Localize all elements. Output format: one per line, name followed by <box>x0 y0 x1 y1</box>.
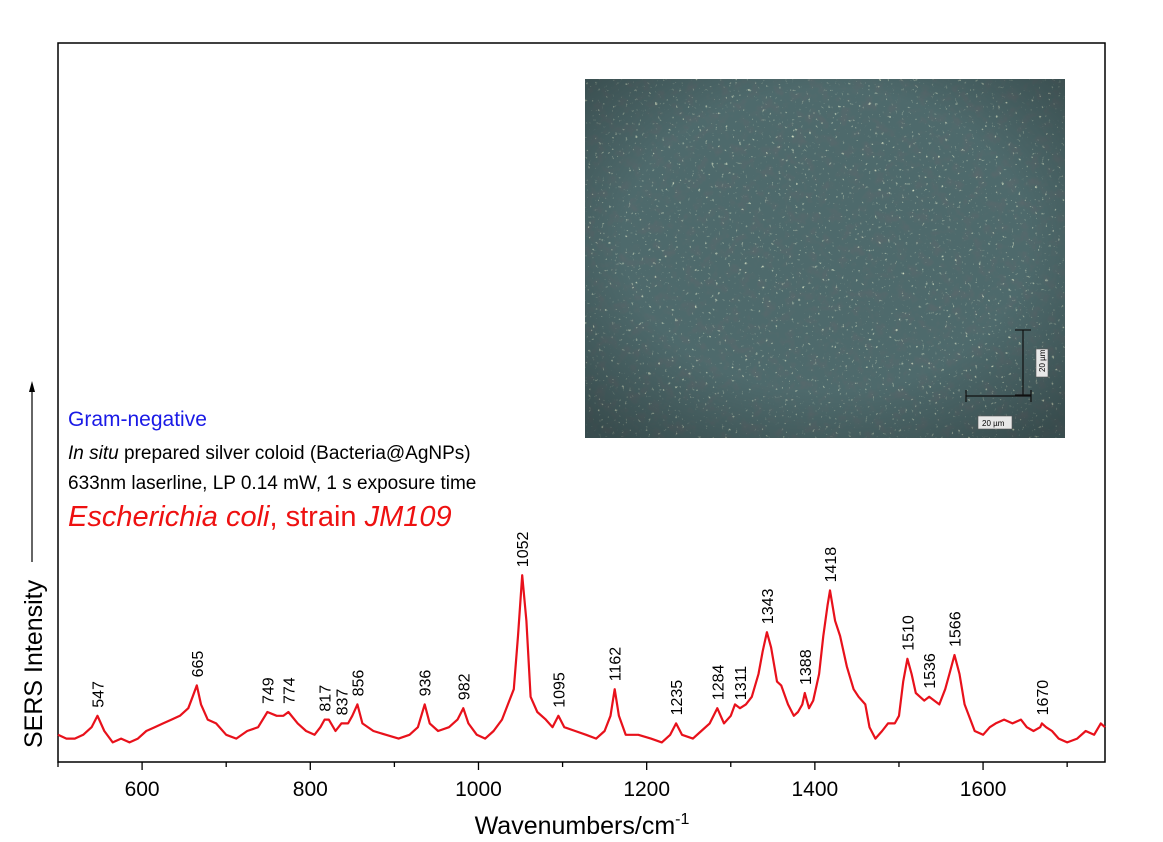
peak-label-1388: 1388 <box>798 649 815 685</box>
peak-label-1510: 1510 <box>900 615 917 651</box>
in-situ-italic: In situ <box>68 443 119 464</box>
peak-label-982: 982 <box>456 673 473 700</box>
peak-label-1311: 1311 <box>733 666 750 701</box>
peak-label-1162: 1162 <box>608 647 625 682</box>
scale-bar-horizontal: 20 µm <box>965 390 1032 430</box>
peak-label-547: 547 <box>91 681 108 708</box>
sample-preparation-text: In situ prepared silver coloid (Bacteria… <box>68 443 471 465</box>
x-tick-label: 1400 <box>792 778 839 801</box>
x-axis-title: Wavenumbers/cm-1 <box>475 811 690 840</box>
scale-label-vertical: 20 µm <box>1038 349 1047 372</box>
plot-frame <box>57 42 1106 763</box>
peak-label-749: 749 <box>260 677 277 704</box>
peak-label-817: 817 <box>318 685 335 712</box>
peak-label-665: 665 <box>190 651 207 678</box>
preparation-description: prepared silver coloid (Bacteria@AgNPs) <box>118 443 471 464</box>
peak-label-1566: 1566 <box>948 611 965 647</box>
peak-label-1670: 1670 <box>1035 680 1052 716</box>
peak-label-1418: 1418 <box>823 547 840 583</box>
x-tick-label: 1000 <box>455 778 502 801</box>
gram-type-label: Gram-negative <box>68 408 207 431</box>
x-tick-label: 600 <box>125 778 160 801</box>
x-tick-label: 800 <box>293 778 328 801</box>
peak-label-774: 774 <box>281 677 298 704</box>
microscope-inset-image: 20 µm 20 µm <box>585 79 1065 438</box>
peak-label-837: 837 <box>334 689 351 716</box>
peak-label-1095: 1095 <box>551 672 568 708</box>
peak-label-1284: 1284 <box>710 665 727 701</box>
strain-word: , strain <box>269 501 365 533</box>
peak-label-856: 856 <box>350 670 367 697</box>
x-axis-tick-labels: 600 800 1000 1200 1400 1600 <box>125 778 1007 801</box>
scale-label-horizontal: 20 µm <box>982 419 1005 428</box>
spectrum-series-line <box>57 574 1106 744</box>
scale-bar-vertical: 20 µm <box>1015 329 1049 396</box>
species-name: Escherichia coli <box>68 501 270 533</box>
peak-label-1536: 1536 <box>922 653 939 689</box>
y-axis-title: SERS Intensity <box>20 579 48 748</box>
peak-label-1235: 1235 <box>669 680 686 716</box>
peak-label-1052: 1052 <box>515 532 532 568</box>
x-tick-label: 1200 <box>623 778 670 801</box>
x-axis-ticks <box>57 762 1068 770</box>
y-axis-arrow <box>29 381 35 562</box>
strain-label: Escherichia coli, strain JM109 <box>68 501 452 534</box>
peak-label-1343: 1343 <box>760 589 777 625</box>
strain-name: JM109 <box>364 501 452 533</box>
x-tick-label: 1600 <box>960 778 1007 801</box>
peak-label-936: 936 <box>418 670 435 697</box>
laser-settings-text: 633nm laserline, LP 0.14 mW, 1 s exposur… <box>68 473 477 494</box>
